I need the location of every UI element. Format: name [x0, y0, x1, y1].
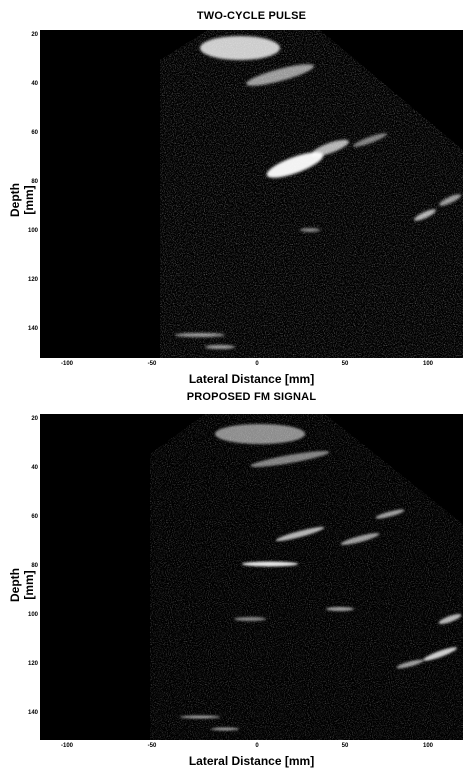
top-y-tick: 100	[27, 228, 38, 234]
bottom-y-tick: 80	[31, 563, 38, 569]
top-x-tick: -50	[147, 361, 157, 367]
top-y-tick: 140	[27, 326, 38, 332]
bottom-y-tick: 120	[27, 661, 38, 667]
top-y-tick: 120	[27, 277, 38, 283]
top-x-tick: 50	[341, 361, 349, 367]
bottom-y-tick: 100	[27, 612, 38, 618]
bottom-y-tick: 40	[31, 465, 38, 471]
bottom-x-tick: -50	[147, 743, 157, 749]
bottom-x-axis-label: Lateral Distance [mm]	[188, 754, 315, 768]
top-y-tick: 60	[31, 130, 38, 136]
bottom-ultrasound-sector	[40, 414, 463, 740]
top-x-tick: 100	[422, 361, 433, 367]
top-x-tick: -100	[60, 361, 73, 367]
top-panel-title: TWO-CYCLE PULSE	[196, 10, 307, 22]
top-ultrasound-image	[40, 30, 463, 358]
bottom-x-tick: -100	[60, 743, 73, 749]
top-ultrasound-sector	[40, 30, 463, 358]
top-x-axis-label: Lateral Distance [mm]	[188, 372, 315, 386]
bottom-x-tick: 50	[341, 743, 349, 749]
bottom-y-tick: 60	[31, 514, 38, 520]
bottom-x-tick: 100	[422, 743, 433, 749]
top-y-tick: 80	[31, 179, 38, 185]
top-ultrasound-panel: TWO-CYCLE PULSE Depth [mm] 20 40 60 80 1…	[8, 10, 463, 386]
bottom-panel-title: PROPOSED FM SIGNAL	[186, 391, 317, 403]
top-x-tick: 0	[255, 361, 259, 367]
top-y-tick: 40	[31, 81, 38, 87]
top-y-tick: 20	[31, 32, 38, 38]
bottom-x-tick: 0	[255, 743, 259, 749]
bottom-ultrasound-image	[40, 414, 463, 740]
bottom-y-tick: 20	[31, 416, 38, 422]
bottom-ultrasound-panel: PROPOSED FM SIGNAL Depth [mm] 20 40 60 8…	[0, 384, 463, 768]
bottom-y-tick: 140	[27, 710, 38, 716]
